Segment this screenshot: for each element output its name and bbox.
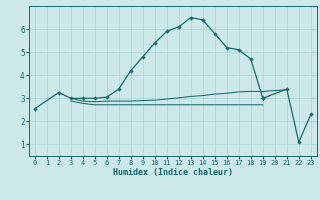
X-axis label: Humidex (Indice chaleur): Humidex (Indice chaleur) [113, 168, 233, 177]
